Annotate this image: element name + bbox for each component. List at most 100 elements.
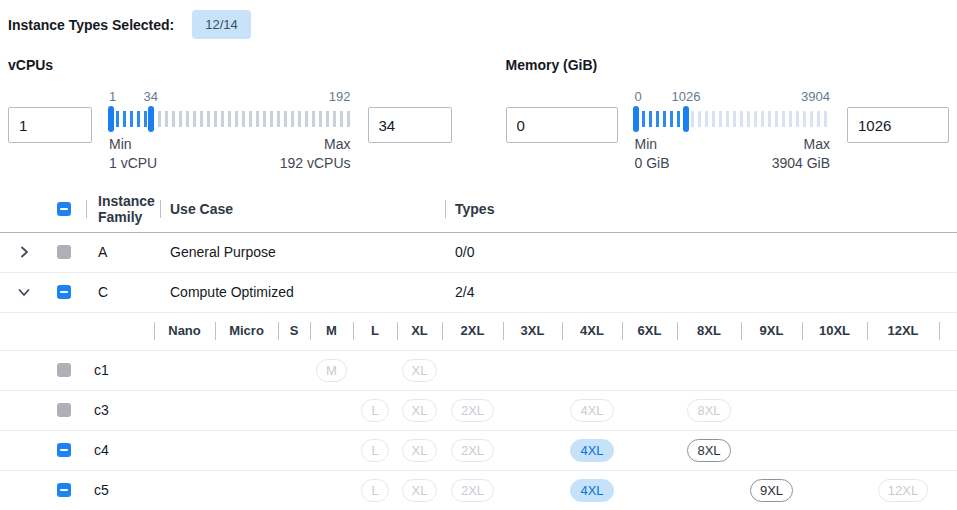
expand-row-a-button[interactable] [0,244,48,260]
table-header-row: Instance Family Use Case Types [0,187,957,233]
c4-size-chip-xl: XL [402,439,438,462]
size-column-2xl: 2XL [442,322,503,340]
size-column-3xl: 3XL [503,322,562,340]
c3-size-chip-xl: XL [402,399,438,422]
c1-name: c1 [82,362,154,378]
vcpus-max-value: 192 vCPUs [280,154,351,173]
size-column-xl: XL [397,322,442,340]
memory-filter: Memory (GiB) 0 1026 3904 Min 0 GiB [506,57,950,173]
size-column-8xl: 8XL [677,322,741,340]
memory-max-value: 3904 GiB [772,154,830,173]
vcpus-filter: vCPUs 1 34 192 Min 1 vCPU [8,57,452,173]
vcpus-scale-labels: 1 34 192 [109,89,351,107]
c5-size-chip-l: L [361,479,388,502]
vcpus-slider: 1 34 192 Min 1 vCPU Max 192 vC [109,87,351,173]
vcpus-slider-handle-min[interactable] [108,106,114,132]
memory-slider-track[interactable] [635,111,831,127]
memory-minmax-captions: Min 0 GiB Max 3904 GiB [635,135,831,173]
vcpus-label: vCPUs [8,57,452,73]
vcpus-min-value: 1 vCPU [109,154,157,173]
family-row-a: A General Purpose 0/0 [0,233,957,273]
c4-name: c4 [82,442,154,458]
family-c-use-case: Compute Optimized [160,284,445,300]
c4-size-chip-l: L [361,439,388,462]
column-header-use-case: Use Case [160,201,445,217]
family-a-checkbox [57,245,71,259]
memory-min-input[interactable] [506,107,618,143]
family-a-use-case: General Purpose [160,244,445,260]
family-c-checkbox[interactable] [57,285,71,299]
memory-scale-max: 3904 [801,89,830,104]
column-header-instance-family: Instance Family [86,193,160,225]
size-header-row: Nano Micro S M L XL 2XL 3XL 4XL 6XL 8XL … [0,313,957,351]
c5-size-chip-4xl[interactable]: 4XL [570,479,613,502]
instance-row-c1: c1 M XL [0,351,957,391]
c3-size-chip-l: L [361,399,388,422]
chevron-right-icon [16,244,32,260]
size-column-m: M [310,322,353,340]
vcpus-max-input[interactable] [368,107,452,143]
size-column-l: L [353,322,397,340]
memory-slider-handle-max[interactable] [683,106,689,132]
column-header-types: Types [445,201,957,217]
filters-section: vCPUs 1 34 192 Min 1 vCPU [0,43,957,173]
selected-count-badge: 12/14 [192,10,251,39]
vcpus-scale-current: 34 [144,89,158,104]
select-all-checkbox[interactable] [57,202,71,216]
memory-max-caption: Max [772,135,830,154]
vcpus-selected-range [109,111,151,127]
c3-size-chip-8xl: 8XL [687,399,730,422]
memory-slider: 0 1026 3904 Min 0 GiB Max 3904 [635,87,831,173]
family-c-types-count: 2/4 [445,284,957,300]
c5-size-chip-9xl[interactable]: 9XL [750,479,793,502]
c5-size-chip-2xl: 2XL [451,479,494,502]
vcpus-min-caption: Min [109,135,157,154]
memory-min-caption: Min [635,135,670,154]
size-column-4xl: 4XL [562,322,622,340]
memory-slider-handle-min[interactable] [633,106,639,132]
vcpus-scale-min: 1 [109,89,116,104]
size-column-6xl: 6XL [622,322,677,340]
size-header-trailing-divider [939,322,957,340]
c4-size-chip-4xl[interactable]: 4XL [570,439,613,462]
memory-scale-current: 1026 [671,89,700,104]
collapse-row-c-button[interactable] [0,284,48,300]
family-row-c: C Compute Optimized 2/4 [0,273,957,313]
vcpus-min-input[interactable] [8,107,92,143]
instance-row-c4: c4 L XL 2XL 4XL 8XL [0,431,957,471]
memory-scale-labels: 0 1026 3904 [635,89,831,107]
size-column-nano: Nano [154,322,215,340]
instance-row-c3: c3 L XL 2XL 4XL 8XL [0,391,957,431]
c1-size-chip-xl: XL [402,359,438,382]
vcpus-minmax-captions: Min 1 vCPU Max 192 vCPUs [109,135,351,173]
c3-size-chip-2xl: 2XL [451,399,494,422]
size-column-s: S [278,322,310,340]
selection-summary-bar: Instance Types Selected: 12/14 [0,0,957,43]
c1-size-chip-m: M [316,359,347,382]
vcpus-slider-track[interactable] [109,111,351,127]
c5-checkbox[interactable] [57,483,71,497]
memory-label: Memory (GiB) [506,57,950,73]
memory-min-value: 0 GiB [635,154,670,173]
c3-checkbox [57,403,71,417]
memory-selected-range [635,111,686,127]
memory-scale-min: 0 [635,89,642,104]
vcpus-max-caption: Max [280,135,351,154]
c3-size-chip-4xl: 4XL [570,399,613,422]
size-column-micro: Micro [215,322,278,340]
family-a-name: A [86,244,160,260]
vcpus-slider-handle-max[interactable] [148,106,154,132]
memory-max-input[interactable] [847,107,949,143]
c4-checkbox[interactable] [57,443,71,457]
instance-row-c5: c5 L XL 2XL 4XL 9XL 12XL [0,471,957,510]
size-column-10xl: 10XL [802,322,867,340]
size-column-9xl: 9XL [741,322,802,340]
family-a-types-count: 0/0 [445,244,957,260]
c5-size-chip-xl: XL [402,479,438,502]
c3-name: c3 [82,402,154,418]
instance-types-selected-label: Instance Types Selected: [8,17,174,33]
size-column-12xl: 12XL [867,322,939,340]
c4-size-chip-8xl[interactable]: 8XL [687,439,730,462]
family-c-name: C [86,284,160,300]
vcpus-scale-max: 192 [329,89,351,104]
